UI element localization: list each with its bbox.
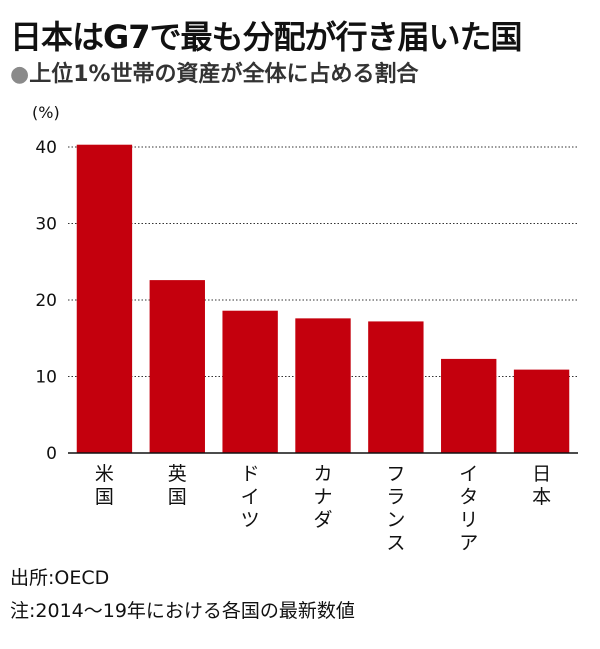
y-tick-label: 40 [35, 138, 57, 158]
bullet-icon: ● [10, 62, 30, 87]
chart-title: 日本はG7で最も分配が行き届いた国 [10, 18, 523, 56]
bars [76, 144, 570, 453]
bar [368, 321, 424, 453]
x-category-label: フランス [386, 463, 405, 554]
x-category-label: 日本 [532, 463, 551, 508]
footnote: 注:2014〜19年における各国の最新数値 [10, 600, 355, 622]
y-axis-ticks: 0 10 20 30 40 [35, 138, 57, 464]
bar [513, 369, 570, 453]
subtitle-text: 上位1%世帯の資産が全体に占める割合 [29, 62, 419, 87]
y-tick-label: 10 [35, 368, 57, 388]
x-category-label: ドイツ [241, 463, 260, 531]
chart-subtitle: ●上位1%世帯の資産が全体に占める割合 [10, 56, 419, 88]
bar [149, 280, 205, 453]
y-tick-label: 20 [35, 291, 57, 311]
x-category-label: 米国 [95, 463, 114, 508]
y-tick-label: 0 [46, 444, 57, 464]
bar [222, 310, 278, 453]
x-axis-labels: 米国 英国 ドイツ カナダ フランス イタリア 日本 [95, 463, 551, 554]
x-category-label: イタリア [459, 463, 478, 554]
bar [441, 358, 497, 453]
bar-chart: (%) 0 10 20 30 40 米国 英国 ドイツ カナダ フランス イタリア 日本 [32, 103, 578, 554]
y-unit-label: (%) [32, 103, 60, 122]
x-category-label: カナダ [313, 463, 332, 531]
bar [76, 144, 133, 453]
bar [295, 318, 351, 453]
y-tick-label: 30 [35, 215, 57, 235]
x-category-label: 英国 [168, 463, 187, 508]
source-note: 出所:OECD [10, 567, 110, 589]
